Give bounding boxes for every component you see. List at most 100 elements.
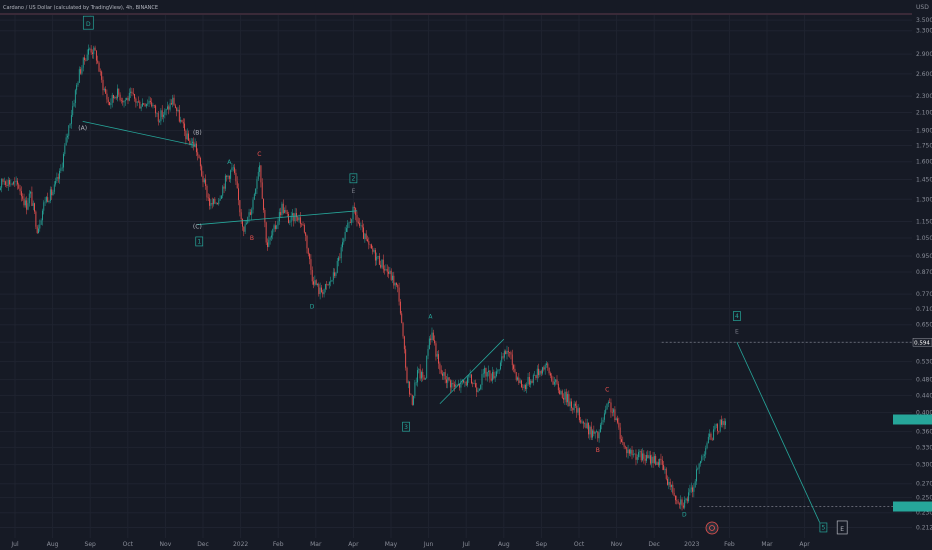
candle-body [315, 280, 317, 286]
price-tick-label: 2.900 [916, 51, 932, 58]
candle-body [159, 121, 161, 122]
candle-body [27, 203, 29, 210]
candle-body [438, 354, 440, 364]
time-tick-label: Sep [85, 541, 97, 548]
candle-body [114, 97, 116, 99]
candle-body [627, 449, 629, 454]
candle-body [309, 254, 311, 260]
candle-body [649, 455, 651, 464]
price-tick-label: 1.600 [916, 159, 932, 166]
candle-body [103, 89, 105, 91]
candle-body [685, 498, 687, 500]
candle-body [486, 372, 488, 377]
candle-body [188, 133, 189, 141]
candle-body [198, 155, 200, 158]
candle-body [80, 69, 82, 74]
candle-body [552, 380, 554, 385]
candle-body [24, 200, 26, 206]
price-tick-label: 0.950 [916, 253, 932, 260]
price-axis-labels: 0.594 [893, 338, 932, 512]
candle-body [323, 289, 325, 295]
candle-body [3, 181, 5, 183]
price-label-box [893, 501, 932, 512]
candle-body [622, 441, 624, 443]
candle-body [203, 179, 205, 183]
candle-body [268, 239, 270, 247]
candle-body [164, 110, 166, 115]
time-tick-label: Nov [611, 541, 623, 548]
price-tick-label: 0.212 [916, 524, 932, 531]
candle-body [653, 456, 655, 463]
candle-body [319, 287, 321, 295]
candle-body [52, 191, 54, 196]
candle-body [5, 181, 7, 185]
candle-body [592, 430, 593, 438]
candle-body [192, 141, 193, 144]
candle-body [607, 402, 609, 404]
candle-body [418, 369, 420, 371]
candle-body [120, 100, 122, 101]
candle-body [722, 421, 724, 425]
wave-line [82, 120, 196, 146]
candle-body [469, 374, 471, 376]
candle-body [65, 137, 67, 146]
candle-body [267, 242, 268, 247]
candle-body [48, 201, 50, 203]
candle-body [172, 97, 174, 105]
candle-body [498, 369, 500, 371]
candle-body [239, 200, 241, 213]
candle-body [586, 422, 588, 429]
candle-body [497, 370, 499, 372]
candle-body [110, 103, 112, 106]
candle-body [642, 453, 643, 461]
candle-body [471, 374, 472, 384]
candle-body [167, 106, 168, 109]
candle-body [288, 214, 289, 223]
candle-body [689, 489, 691, 493]
candle-body [263, 198, 264, 210]
candle-body [222, 186, 224, 196]
candle-body [406, 367, 408, 383]
candle-body [714, 425, 716, 430]
price-tick-label: 0.300 [916, 462, 932, 469]
candle-body [106, 93, 108, 100]
candle-body [581, 421, 583, 423]
candle-body [584, 423, 586, 425]
candle-body [276, 225, 278, 229]
candle-body [34, 203, 36, 212]
candle-body [355, 208, 357, 216]
candle-body [342, 242, 343, 248]
candle-body [226, 175, 228, 177]
candle-body [423, 377, 425, 380]
candle-body [6, 184, 8, 186]
candle-body [144, 104, 146, 107]
candle-body [707, 436, 709, 444]
time-tick-label: 2022 [233, 541, 248, 548]
time-axis[interactable]: Jul Aug Sep Oct Nov Dec 2022 Feb Mar Apr May Jun Jul… [10, 541, 810, 548]
candle-body [317, 283, 318, 286]
candle-body [97, 60, 99, 63]
candle-body [47, 197, 49, 203]
candle-body [140, 106, 142, 109]
candle-body [680, 499, 682, 505]
price-axis[interactable]: 3.500 3.300 2.900 2.600 2.300 2.100 1.900 1.750… [916, 17, 932, 531]
candle-body [124, 100, 126, 101]
candle-body [82, 57, 84, 68]
candle-body [390, 270, 392, 280]
candle-body [168, 106, 170, 110]
candle-body [580, 420, 582, 423]
candle-body [543, 367, 545, 370]
candle-body [336, 260, 338, 273]
candle-body [285, 210, 287, 212]
candle-body [115, 97, 117, 99]
replay-icon[interactable] [705, 521, 719, 535]
candle-body [149, 100, 151, 103]
candle-body [460, 380, 462, 388]
candle-body [564, 391, 566, 400]
wave-label: 4 [735, 313, 739, 320]
candle-body [485, 367, 487, 377]
candle-body [38, 228, 39, 234]
candle-body [55, 181, 57, 185]
candle-body [531, 380, 533, 383]
